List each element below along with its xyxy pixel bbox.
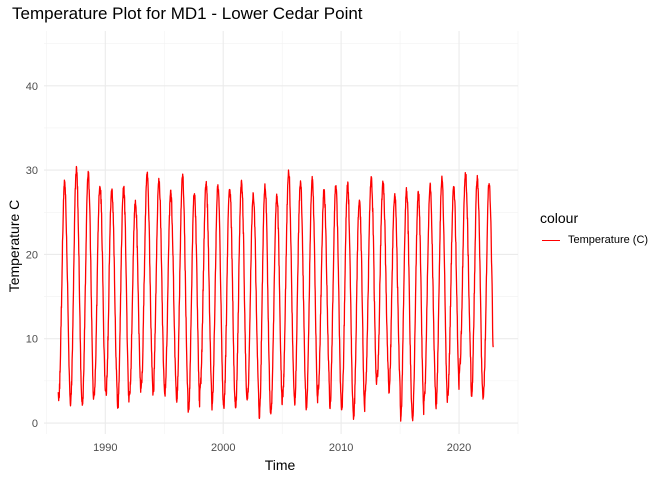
- y-tick-label: 40: [26, 81, 38, 93]
- y-tick-label: 10: [26, 334, 38, 346]
- axis-ticks: 1990 2000 2010 2020 0 10 20 30 40: [26, 81, 472, 454]
- x-tick-label: 2020: [447, 442, 471, 454]
- x-axis-title: Time: [265, 457, 296, 473]
- legend-title: colour: [540, 210, 579, 226]
- y-tick-label: 20: [26, 249, 38, 261]
- series-line-temperature: [57, 165, 494, 422]
- y-axis-title: Temperature C: [6, 200, 22, 293]
- legend-label: Temperature (C): [568, 234, 649, 246]
- legend: colour Temperature (C): [540, 210, 648, 246]
- grid-lines: [44, 31, 519, 434]
- y-tick-label: 0: [32, 418, 38, 430]
- data-series-layer: [57, 165, 494, 422]
- legend-item: Temperature (C): [540, 234, 648, 246]
- legend-key-line: [542, 239, 560, 241]
- x-tick-label: 2000: [211, 442, 235, 454]
- x-tick-label: 2010: [329, 442, 353, 454]
- y-tick-label: 30: [26, 165, 38, 177]
- chart-title: Temperature Plot for MD1 - Lower Cedar P…: [12, 4, 363, 23]
- x-tick-label: 1990: [93, 442, 117, 454]
